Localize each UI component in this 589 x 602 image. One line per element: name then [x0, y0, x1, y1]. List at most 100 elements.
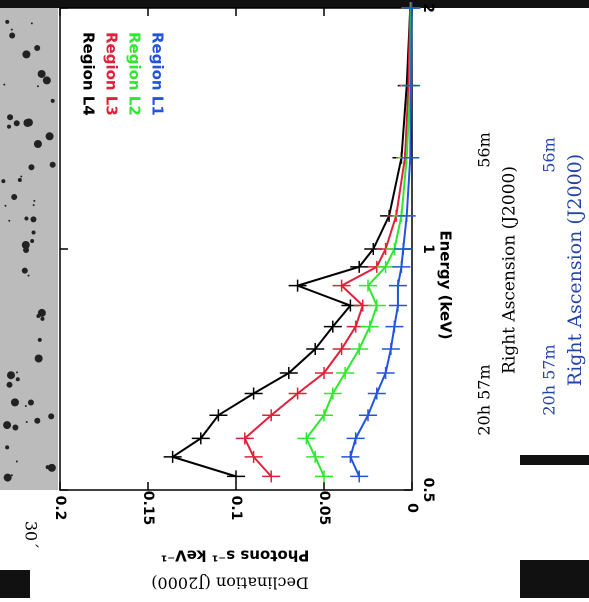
x-tick-label: 2 — [420, 3, 436, 13]
star — [15, 460, 18, 463]
star — [4, 204, 7, 207]
y-tick-label: 0.05 — [316, 491, 332, 526]
data-point — [392, 260, 411, 273]
star — [10, 474, 13, 477]
data-point — [367, 387, 386, 400]
data-point — [315, 409, 333, 422]
legend-entry: Region L1 — [149, 32, 167, 116]
data-point — [350, 343, 369, 356]
star — [15, 377, 20, 382]
star — [3, 473, 12, 482]
dark-block — [520, 560, 589, 598]
x-tick-label: 0.5 — [420, 478, 436, 503]
data-point — [350, 470, 369, 483]
legend-entry: Region L3 — [103, 32, 121, 116]
star — [45, 132, 54, 141]
data-point — [163, 450, 182, 463]
data-point — [359, 279, 377, 292]
dec-axis: Declination (J2000) — [151, 574, 309, 593]
legend-entry: Region L4 — [80, 32, 98, 116]
star — [13, 120, 20, 127]
star — [24, 405, 27, 408]
stars — [1, 19, 56, 482]
data-point — [376, 367, 395, 380]
star — [16, 371, 19, 374]
data-point — [341, 450, 360, 463]
star — [34, 417, 41, 424]
star — [27, 399, 34, 406]
data-point — [367, 299, 386, 312]
data-point — [323, 320, 342, 333]
plot-frame — [59, 7, 413, 491]
star — [3, 83, 6, 86]
star — [36, 85, 39, 88]
data-point — [359, 409, 377, 422]
data-point — [332, 343, 351, 356]
star — [28, 164, 35, 171]
data-point — [209, 409, 228, 422]
star — [3, 421, 12, 430]
spectrum-line — [170, 7, 412, 478]
star — [50, 98, 55, 103]
y-tick-label: 0.2 — [52, 496, 68, 521]
star — [6, 371, 15, 380]
star — [12, 424, 19, 431]
y-tick-label: 0.15 — [140, 491, 156, 526]
star — [5, 19, 10, 24]
star — [34, 354, 43, 363]
data-point — [244, 450, 263, 463]
data-point — [381, 343, 400, 356]
data-point — [235, 432, 254, 445]
data-point — [388, 279, 407, 292]
data-point — [244, 387, 263, 400]
star — [34, 44, 41, 51]
data-point — [346, 432, 365, 445]
ra-axis: Right Ascension (J2000) — [500, 166, 520, 374]
star — [6, 381, 13, 388]
data-point — [336, 367, 355, 380]
sky-image — [0, 8, 58, 490]
data-point — [385, 320, 404, 333]
star — [25, 420, 28, 423]
data-point — [191, 432, 210, 445]
star — [9, 32, 16, 39]
star — [37, 337, 42, 342]
data-point — [288, 279, 307, 292]
ra-axis-blue: Right Ascension (J2000) — [564, 154, 586, 386]
y-axis-label: Photons s⁻¹ keV⁻¹ — [161, 547, 310, 565]
star — [30, 239, 35, 244]
spectrum-line — [349, 7, 413, 477]
star — [31, 230, 36, 235]
star — [20, 175, 23, 178]
data-point — [350, 260, 369, 273]
dark-corner — [0, 570, 30, 598]
star — [23, 118, 32, 127]
data-point — [227, 470, 245, 483]
y-tick-label: 0.1 — [228, 496, 244, 521]
star — [21, 267, 28, 274]
data-point — [388, 299, 407, 312]
top-band — [0, 0, 589, 8]
star — [30, 216, 37, 223]
ra-right-blue: 56m — [540, 137, 559, 173]
star — [33, 139, 42, 148]
star — [1, 179, 6, 184]
star — [5, 445, 10, 450]
star — [30, 22, 33, 25]
spectrum-line — [305, 7, 413, 477]
star — [22, 50, 31, 59]
star — [7, 124, 12, 129]
star — [45, 465, 50, 470]
data-point — [315, 470, 333, 483]
star — [27, 274, 30, 277]
data-point — [401, 151, 420, 164]
star — [10, 28, 13, 31]
data-point — [402, 2, 421, 14]
star — [40, 316, 45, 321]
ra-left-blue: 20h 57m — [540, 344, 559, 415]
x-axis-label: Energy (keV) — [437, 230, 455, 339]
data-point — [262, 470, 281, 483]
ra-left: 20h 57m — [475, 364, 494, 435]
x-tick-label: 1 — [420, 244, 436, 254]
